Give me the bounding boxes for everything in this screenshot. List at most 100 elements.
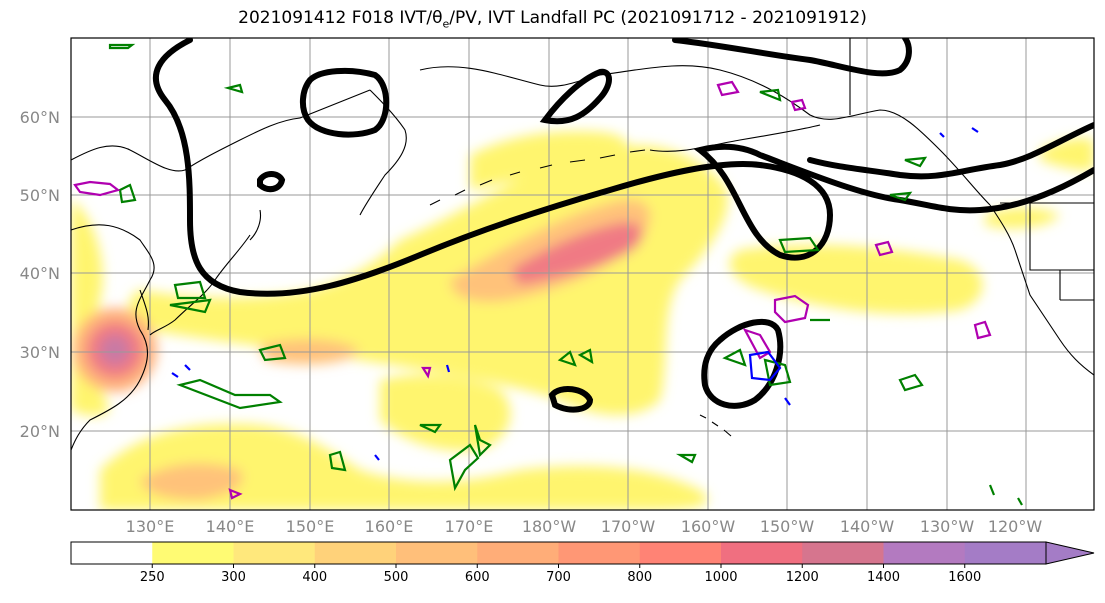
colorbar-labels: 250 300 400 500 600 700 800 1000 1200 1400 1600 — [140, 564, 981, 585]
colorbar-label: 500 — [384, 570, 409, 585]
colorbar-cell — [639, 542, 722, 564]
theta-e-contours-lo — [171, 127, 979, 461]
pc-contour-loop-1 — [300, 67, 390, 138]
ivt-typhoon-core — [100, 335, 130, 365]
colorbar: 250 300 400 500 600 700 800 1000 1200 1400 1600 — [70, 541, 1095, 585]
colorbar-cells — [71, 542, 1047, 564]
pv-contour — [473, 424, 492, 458]
latitude-labels: 60°N 50°N 40°N 30°N 20°N — [20, 108, 60, 441]
theta-e-contour — [971, 127, 979, 133]
pc-contour-loop-3 — [257, 171, 286, 193]
coast-asia — [71, 117, 301, 451]
coast-japan — [149, 209, 262, 336]
colorbar-cell — [477, 542, 559, 564]
pv-contour — [898, 373, 924, 392]
pv-contours — [108, 43, 1023, 506]
colorbar-cell — [396, 542, 478, 564]
border-us-states — [1029, 203, 1094, 301]
pc-contour-top — [672, 38, 912, 77]
ivt-lower-band — [100, 423, 708, 510]
colorbar-label: 250 — [140, 570, 165, 585]
colorbar-label: 600 — [465, 570, 490, 585]
theta-e-contour — [748, 350, 782, 382]
colorbar-label: 1200 — [786, 570, 819, 585]
pv-contour — [258, 343, 287, 362]
pc-contour-main — [152, 38, 1094, 297]
coastlines — [71, 38, 1094, 451]
theta-e-contour — [421, 366, 432, 379]
pv-contour — [557, 350, 577, 367]
colorbar-cell — [883, 542, 966, 564]
colorbar-cell — [314, 542, 397, 564]
colorbar-label: 1400 — [867, 570, 900, 585]
colorbar-cell — [721, 542, 803, 564]
theta-e-contour — [773, 294, 810, 324]
theta-e-contour — [784, 397, 791, 406]
pc-contours — [152, 38, 1094, 413]
pv-contour — [108, 43, 136, 50]
pv-contour — [889, 191, 913, 202]
coast-korea — [139, 289, 149, 331]
ivt-ne-blob-2 — [985, 207, 1060, 229]
pv-contour — [419, 423, 443, 434]
lon-label: 150°W — [760, 517, 815, 536]
pv-contour — [173, 280, 207, 300]
lon-label: 160°W — [681, 517, 736, 536]
colorbar-label: 1000 — [704, 570, 737, 585]
lon-label: 130°W — [920, 517, 975, 536]
theta-e-contour — [171, 372, 179, 378]
theta-e-contour — [716, 80, 740, 97]
ivt-band-yellow-2 — [470, 131, 627, 190]
pv-contour — [778, 236, 820, 254]
lon-label: 150°E — [286, 517, 335, 536]
plot-frame — [70, 37, 1095, 511]
lon-label: 170°E — [445, 517, 494, 536]
coast-hawaii — [699, 414, 732, 437]
theta-e-contour — [228, 488, 243, 500]
theta-e-contour — [939, 132, 945, 138]
ivt-south-orange — [140, 463, 243, 500]
pv-contour — [722, 348, 747, 367]
colorbar-label: 300 — [221, 570, 246, 585]
theta-e-contour — [874, 240, 894, 257]
lat-label: 60°N — [20, 108, 60, 127]
lon-label: 160°E — [365, 517, 414, 536]
lon-label: 120°W — [988, 517, 1043, 536]
colorbar-label: 700 — [546, 570, 571, 585]
lon-label: 170°W — [601, 517, 656, 536]
colorbar-cell — [802, 542, 884, 564]
coast-aleutians — [429, 149, 646, 206]
ivt-shading — [71, 131, 1094, 510]
colorbar-cell — [964, 542, 1047, 564]
pv-contour — [988, 484, 996, 496]
pv-contour — [577, 348, 594, 365]
theta-e-contour — [73, 180, 121, 197]
longitude-labels: 130°E 140°E 150°E 160°E 170°E 180°W 170°… — [126, 517, 1043, 536]
theta-e-contour — [742, 328, 772, 360]
pc-contour-ne — [807, 122, 1094, 180]
lon-label: 130°E — [126, 517, 175, 536]
ivt-band-core — [510, 222, 643, 285]
pc-contour-loop-2 — [539, 68, 612, 125]
pv-contour — [118, 183, 137, 204]
lat-label: 40°N — [20, 264, 60, 283]
pv-contour — [328, 450, 347, 472]
lon-label: 140°W — [840, 517, 895, 536]
colorbar-label: 800 — [627, 570, 652, 585]
colorbar-cell — [558, 542, 641, 564]
pv-contour — [169, 298, 212, 314]
colorbar-label: 400 — [302, 570, 327, 585]
coast-alaska — [599, 65, 991, 206]
pv-contour — [223, 83, 244, 94]
lat-label: 30°N — [20, 343, 60, 362]
pv-contour — [763, 358, 792, 387]
theta-e-contour — [374, 454, 380, 461]
map-title: 2021091412 F018 IVT/θe/PV, IVT Landfall … — [238, 8, 867, 31]
lon-label: 180°W — [522, 517, 577, 536]
theta-e-contour — [184, 364, 191, 371]
theta-e-contour — [445, 364, 451, 373]
coast-na-west — [989, 204, 1094, 376]
colorbar-extend-arrow — [1045, 541, 1095, 565]
pv-contour — [759, 88, 782, 102]
